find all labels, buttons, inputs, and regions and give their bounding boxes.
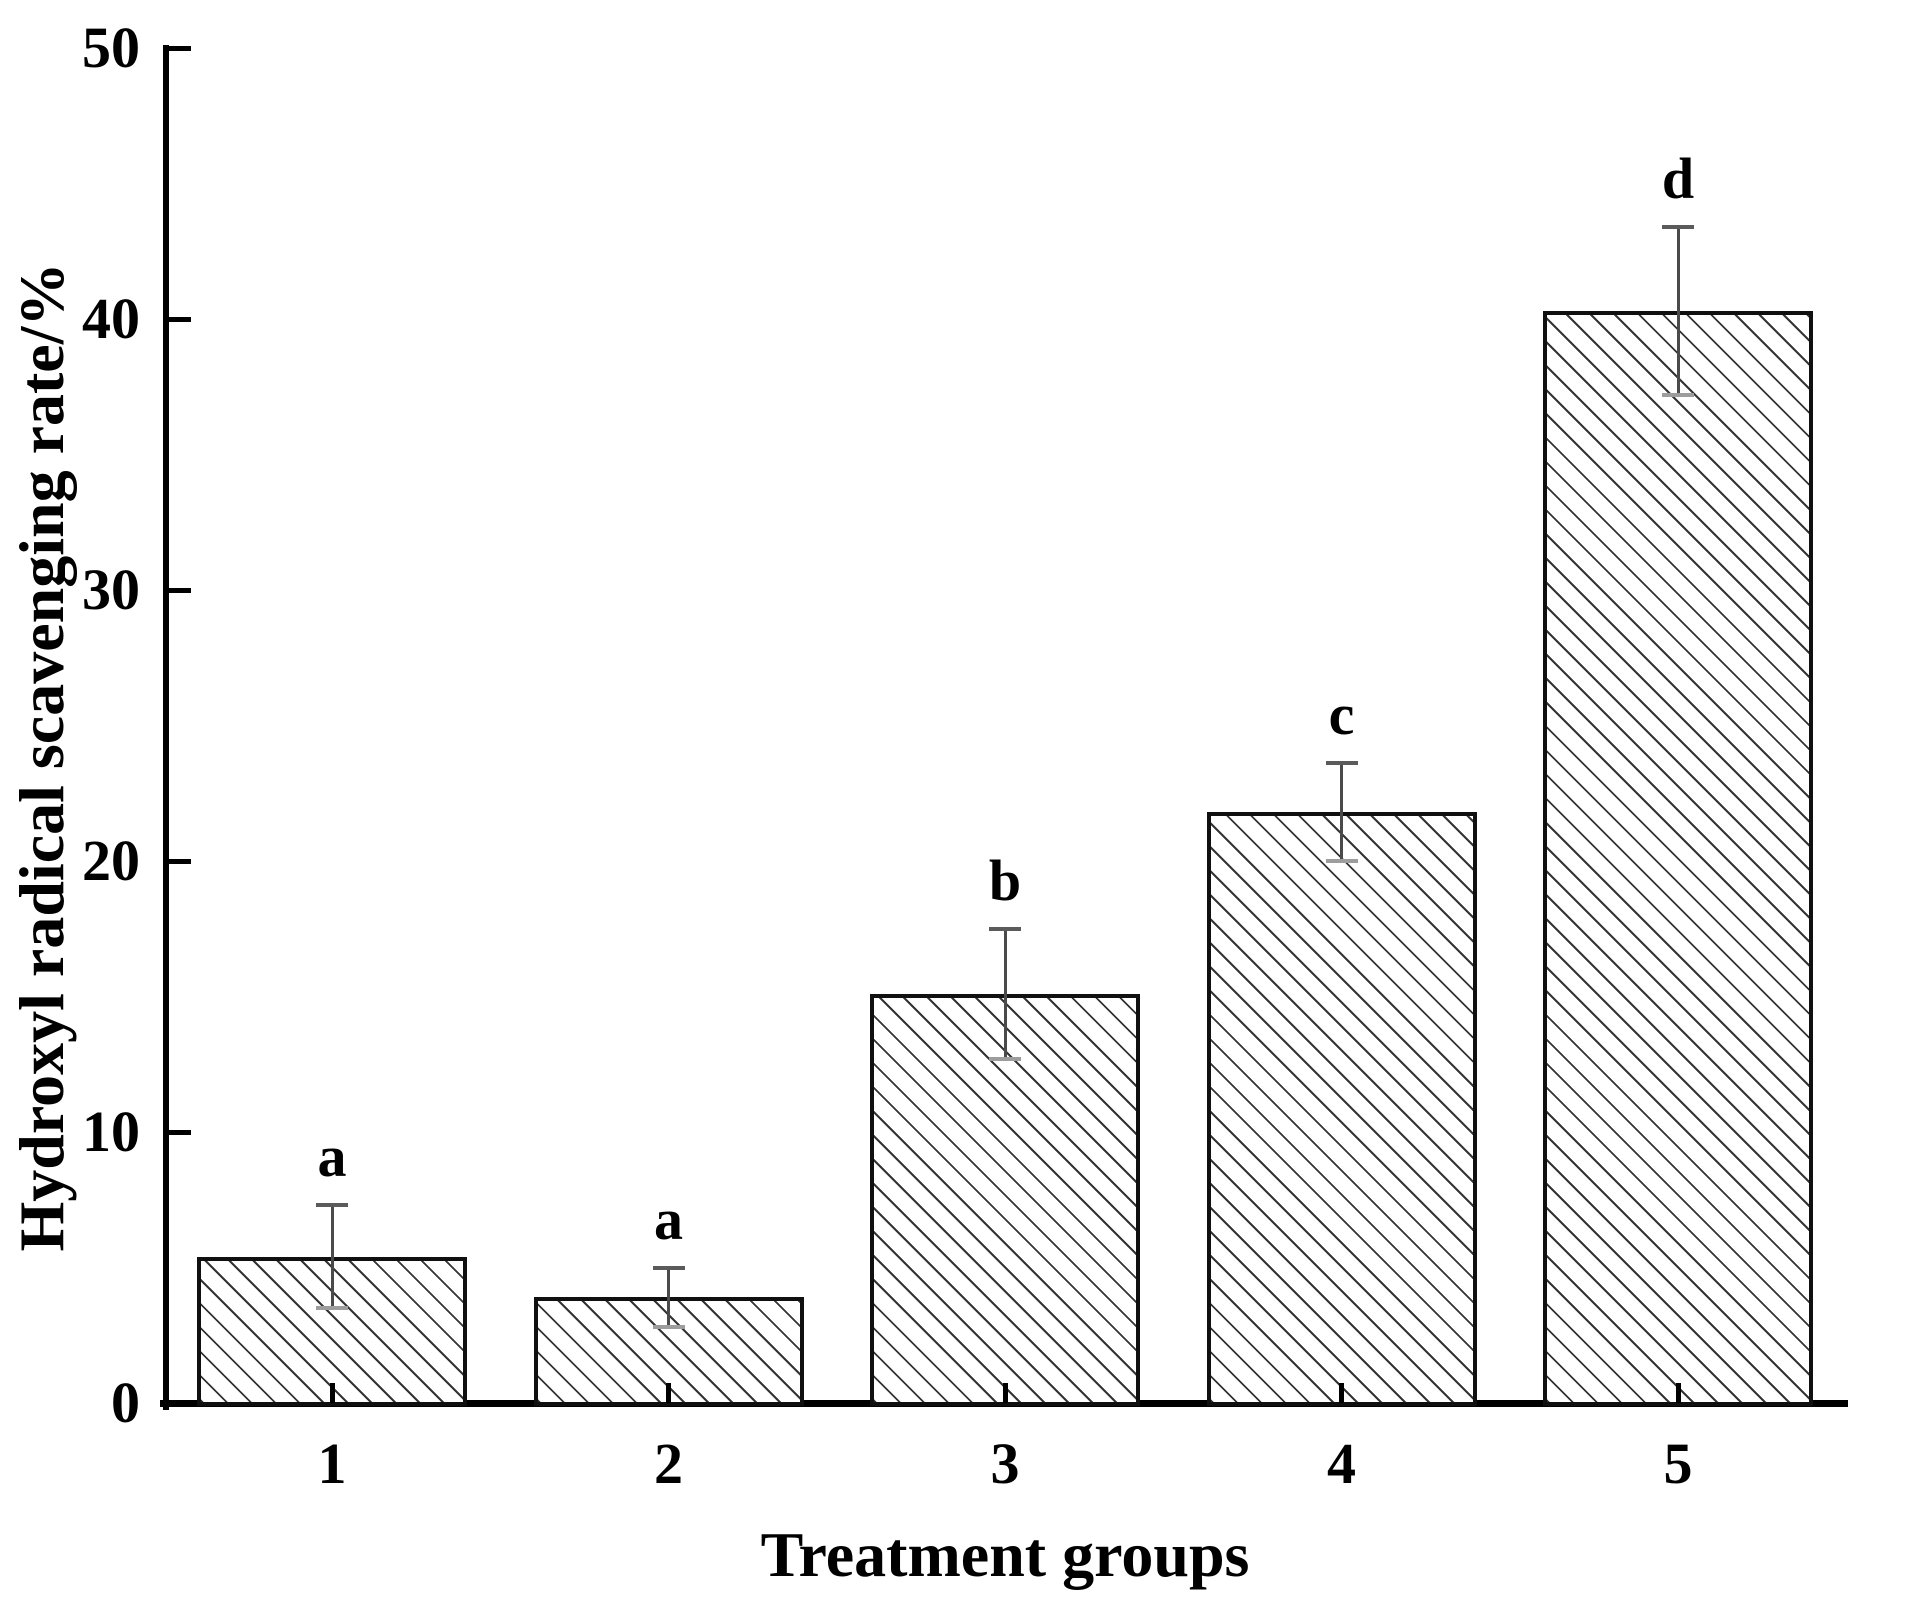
y-tick-label: 20 [82, 828, 140, 893]
significance-letter: c [1328, 682, 1355, 748]
bar [870, 993, 1140, 1406]
y-tick-label: 0 [111, 1370, 140, 1435]
x-tick [329, 1383, 335, 1403]
x-tick [1339, 1383, 1344, 1403]
significance-letter: a [317, 1124, 347, 1190]
error-bar-cap-bottom [1662, 392, 1694, 397]
error-bar-cap-top [1325, 761, 1358, 766]
x-tick-label: 5 [1663, 1431, 1693, 1496]
y-tick-label: 40 [82, 286, 140, 351]
x-tick-label: 2 [654, 1431, 683, 1496]
error-bar-line [330, 1205, 334, 1309]
error-bar-cap-top [989, 926, 1021, 931]
error-bar-line [1676, 226, 1680, 395]
error-bar-cap-top [652, 1265, 685, 1270]
y-tick [169, 587, 191, 593]
error-bar-cap-bottom [989, 1056, 1021, 1061]
x-tick-label: 1 [317, 1431, 347, 1496]
error-bar-cap-bottom [1325, 859, 1358, 863]
y-tick [169, 316, 191, 322]
error-bar-cap-bottom [316, 1306, 348, 1311]
error-bar-line [1003, 928, 1007, 1059]
x-axis-title: Treatment groups [760, 1519, 1250, 1590]
error-bar-cap-top [316, 1203, 348, 1208]
x-tick-label: 4 [1327, 1431, 1356, 1496]
x-tick [666, 1383, 671, 1403]
significance-letter: d [1661, 145, 1695, 211]
x-tick [1675, 1383, 1681, 1403]
significance-letter: a [654, 1186, 683, 1252]
bar [1206, 812, 1477, 1406]
y-tick-label: 30 [82, 557, 140, 622]
error-bar-line [667, 1267, 670, 1328]
error-bar-cap-top [1662, 224, 1694, 229]
significance-letter: b [988, 847, 1022, 913]
error-bar-cap-bottom [652, 1325, 685, 1330]
x-tick [1002, 1383, 1008, 1403]
y-tick-label: 50 [82, 15, 140, 80]
x-tick-label: 3 [990, 1431, 1020, 1496]
y-tick [169, 1129, 191, 1135]
y-axis-line [163, 45, 169, 1410]
y-tick-label: 10 [82, 1099, 140, 1164]
error-bar-line [1340, 763, 1343, 861]
y-tick [169, 858, 191, 864]
bar [1543, 310, 1813, 1406]
y-tick [169, 45, 191, 51]
